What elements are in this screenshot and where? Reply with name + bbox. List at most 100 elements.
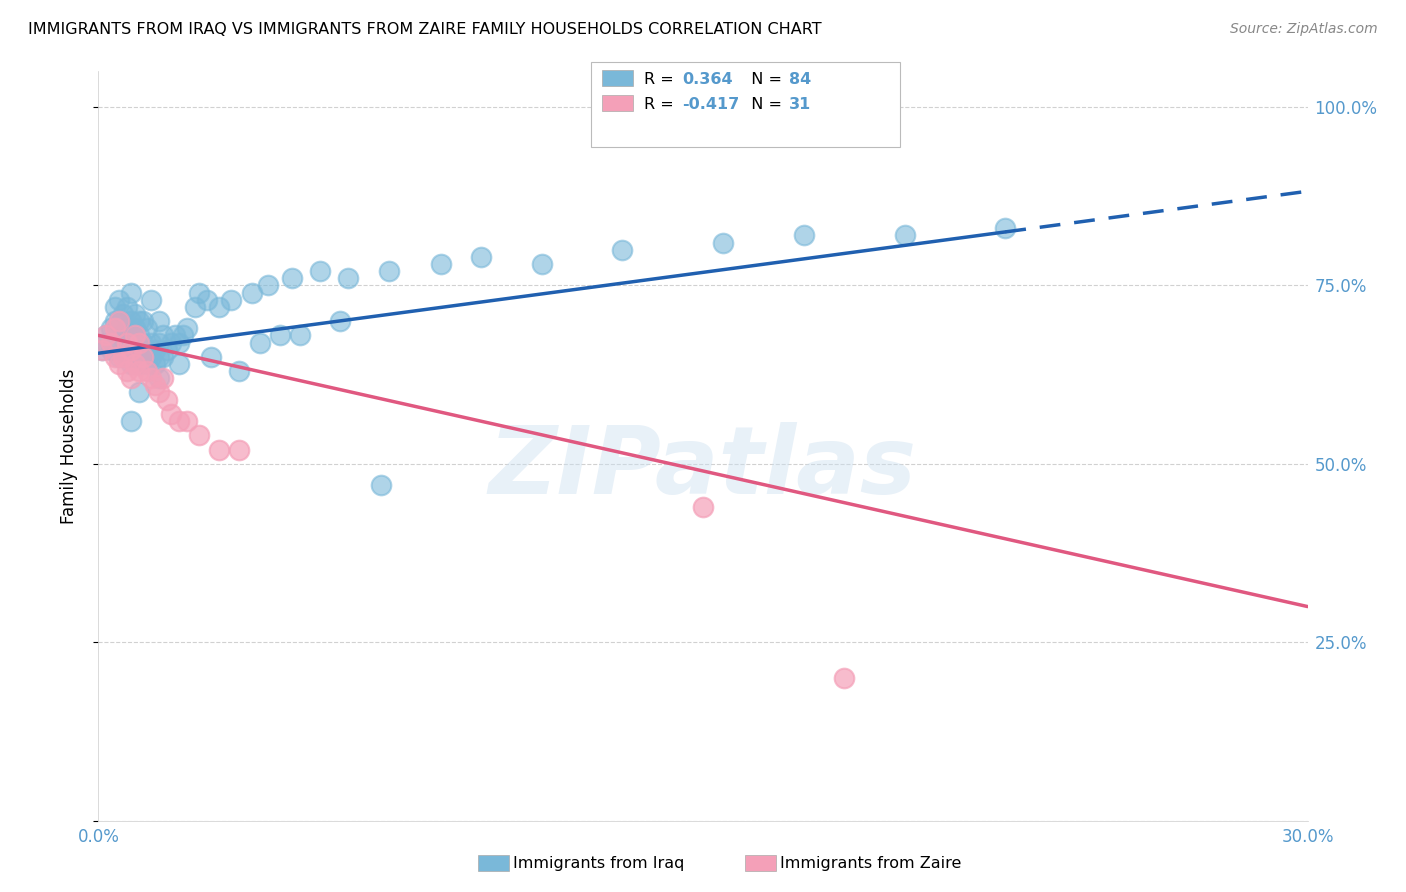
Text: 31: 31 xyxy=(789,97,811,112)
Point xyxy=(124,335,146,350)
Point xyxy=(309,264,332,278)
Point xyxy=(530,257,553,271)
Point xyxy=(256,278,278,293)
Point xyxy=(100,343,122,357)
Point xyxy=(135,343,157,357)
Point xyxy=(337,271,360,285)
Point xyxy=(470,250,492,264)
Text: Source: ZipAtlas.com: Source: ZipAtlas.com xyxy=(1230,22,1378,37)
Point xyxy=(115,300,138,314)
Point xyxy=(111,350,134,364)
Point xyxy=(167,335,190,350)
Point xyxy=(160,407,183,421)
Point xyxy=(148,371,170,385)
Point xyxy=(107,350,129,364)
Point xyxy=(148,350,170,364)
Point xyxy=(96,328,118,343)
Point xyxy=(91,343,114,357)
Point xyxy=(124,321,146,335)
Point xyxy=(288,328,311,343)
Point xyxy=(240,285,263,300)
Point xyxy=(249,335,271,350)
Point xyxy=(160,335,183,350)
Point xyxy=(124,307,146,321)
Point xyxy=(128,357,150,371)
Text: R =: R = xyxy=(644,97,679,112)
Point xyxy=(135,357,157,371)
Text: -0.417: -0.417 xyxy=(682,97,740,112)
Point xyxy=(152,328,174,343)
Point xyxy=(120,357,142,371)
Point xyxy=(188,285,211,300)
Point xyxy=(103,300,125,314)
Point xyxy=(135,364,157,378)
Point xyxy=(139,371,162,385)
Point xyxy=(107,314,129,328)
Point xyxy=(152,371,174,385)
Point xyxy=(139,293,162,307)
Point xyxy=(132,350,155,364)
Point xyxy=(163,328,186,343)
Point xyxy=(115,350,138,364)
Point xyxy=(156,392,179,407)
Point xyxy=(120,414,142,428)
Point xyxy=(111,307,134,321)
Point xyxy=(120,328,142,343)
Point xyxy=(128,364,150,378)
Point xyxy=(115,321,138,335)
Point xyxy=(96,335,118,350)
Point xyxy=(120,343,142,357)
Text: N =: N = xyxy=(741,97,787,112)
Point xyxy=(115,364,138,378)
Point xyxy=(692,500,714,514)
Point xyxy=(221,293,243,307)
Point xyxy=(135,321,157,335)
Point xyxy=(370,478,392,492)
Point xyxy=(124,328,146,343)
Point xyxy=(128,335,150,350)
Point xyxy=(111,328,134,343)
Point xyxy=(200,350,222,364)
Point xyxy=(167,357,190,371)
Point xyxy=(139,350,162,364)
Point xyxy=(120,371,142,385)
Text: Immigrants from Iraq: Immigrants from Iraq xyxy=(513,856,685,871)
Point xyxy=(281,271,304,285)
Point xyxy=(100,321,122,335)
Point xyxy=(711,235,734,250)
Point xyxy=(139,335,162,350)
Point xyxy=(167,414,190,428)
Point xyxy=(208,300,231,314)
Point xyxy=(132,350,155,364)
Point xyxy=(120,343,142,357)
Point xyxy=(148,314,170,328)
Point xyxy=(148,385,170,400)
Text: ZIPatlas: ZIPatlas xyxy=(489,423,917,515)
Text: 84: 84 xyxy=(789,72,811,87)
Point xyxy=(143,357,166,371)
Point xyxy=(377,264,399,278)
Point xyxy=(91,343,114,357)
Y-axis label: Family Households: Family Households xyxy=(59,368,77,524)
Point xyxy=(143,343,166,357)
Point xyxy=(107,328,129,343)
Point xyxy=(124,350,146,364)
Point xyxy=(107,314,129,328)
Point xyxy=(176,414,198,428)
Point xyxy=(124,357,146,371)
Point xyxy=(115,335,138,350)
Point xyxy=(103,335,125,350)
Text: N =: N = xyxy=(741,72,787,87)
Point xyxy=(107,293,129,307)
Point xyxy=(893,228,915,243)
Point xyxy=(103,314,125,328)
Point xyxy=(128,343,150,357)
Point xyxy=(156,343,179,357)
Text: 0.364: 0.364 xyxy=(682,72,733,87)
Point xyxy=(430,257,453,271)
Point xyxy=(228,364,250,378)
Point xyxy=(152,350,174,364)
Point xyxy=(115,335,138,350)
Point xyxy=(208,442,231,457)
Point xyxy=(103,350,125,364)
